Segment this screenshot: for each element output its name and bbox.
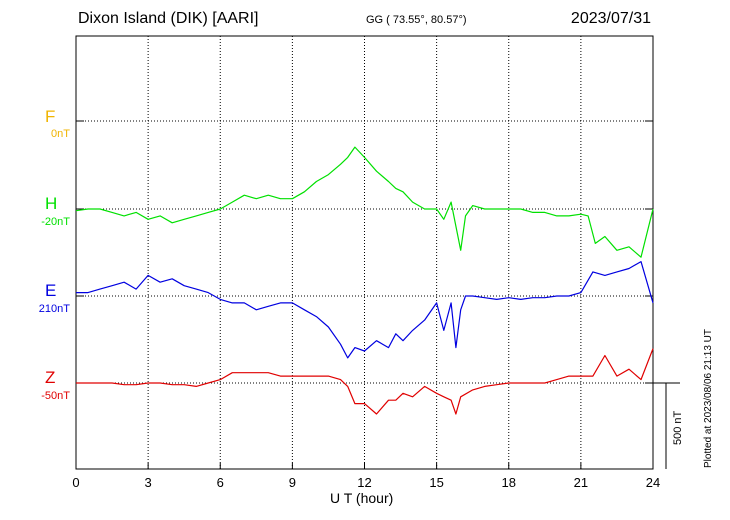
x-tick-label: 18: [502, 475, 516, 490]
component-name-Z: Z: [45, 368, 56, 387]
x-tick-label: 15: [429, 475, 443, 490]
component-baseline-Z: -50nT: [41, 390, 70, 402]
station-title: Dixon Island (DIK) [AARI]: [78, 10, 259, 27]
x-tick-label: 0: [72, 475, 79, 490]
scale-bar: [653, 382, 680, 469]
plotted-timestamp: Plotted at 2023/08/06 21:13 UT: [703, 329, 714, 468]
x-axis-label: U T (hour): [330, 490, 394, 506]
series-group: [75, 146, 654, 415]
x-tick-label: 9: [289, 475, 296, 490]
series-line-H: [75, 146, 654, 258]
scale-bar-label: 500 nT: [672, 410, 684, 445]
date-label: 2023/07/31: [570, 10, 651, 27]
component-name-F: F: [45, 107, 56, 126]
component-baseline-F: 0nT: [51, 128, 70, 140]
x-tick-label: 12: [357, 475, 371, 490]
geographic-coordinates: GG ( 73.55°, 80.57°): [366, 14, 467, 26]
x-tick-label: 21: [574, 475, 588, 490]
x-tick-label: 6: [217, 475, 224, 490]
series-line-Z: [76, 348, 654, 415]
series-line-E: [76, 261, 654, 359]
component-baseline-E: 210nT: [38, 303, 70, 315]
component-baseline-H: -20nT: [41, 216, 70, 228]
x-tick-label: 3: [145, 475, 152, 490]
component-name-H: H: [45, 194, 58, 213]
x-axis-ticks: 0 3 6 9 12 15 18 21 24: [72, 463, 660, 490]
component-name-E: E: [45, 281, 57, 300]
x-tick-label: 24: [646, 475, 660, 490]
